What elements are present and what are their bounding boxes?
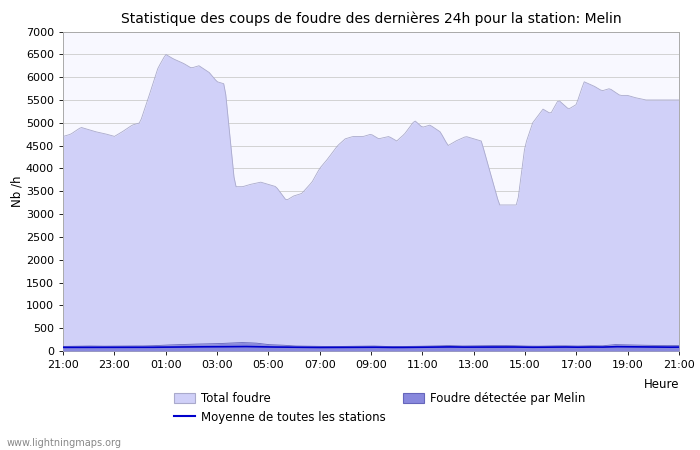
Y-axis label: Nb /h: Nb /h xyxy=(10,176,23,207)
Text: www.lightningmaps.org: www.lightningmaps.org xyxy=(7,438,122,448)
Text: Heure: Heure xyxy=(643,378,679,391)
Legend: Total foudre, Moyenne de toutes les stations, Foudre détectée par Melin: Total foudre, Moyenne de toutes les stat… xyxy=(174,392,586,424)
Title: Statistique des coups de foudre des dernières 24h pour la station: Melin: Statistique des coups de foudre des dern… xyxy=(120,12,622,26)
